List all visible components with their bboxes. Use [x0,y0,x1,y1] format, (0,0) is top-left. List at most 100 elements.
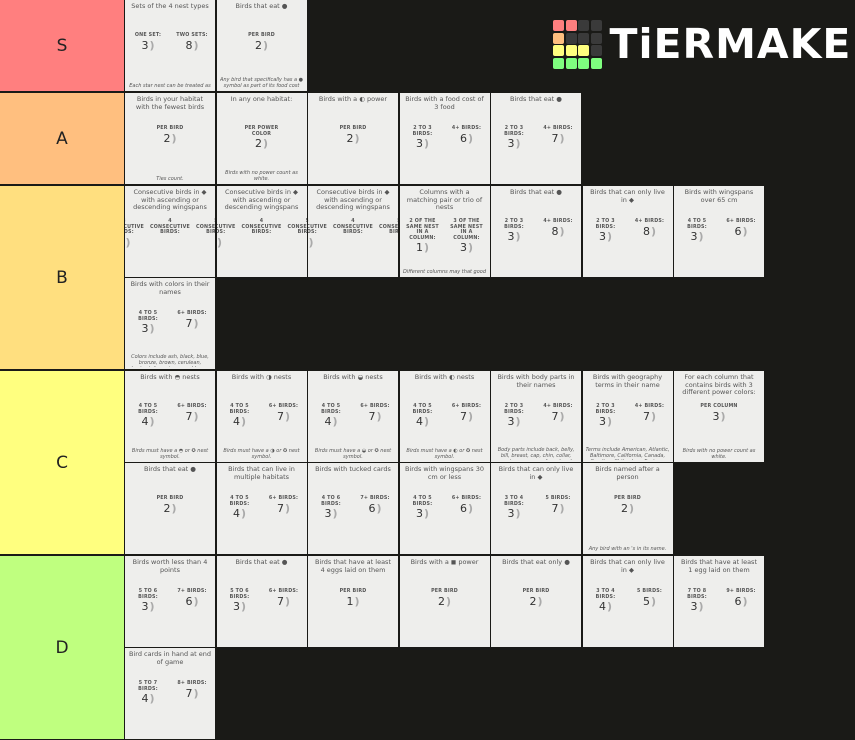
score: 5 consecutive birds: [196,219,215,250]
score: 3 to 4 birds:4 [587,589,625,614]
score-label: 4+ birds: [448,126,486,132]
score-label: 2 of the same nest in a column: [404,219,442,241]
score: 3 consecutive birds:3 [308,219,327,250]
card-note: Colors include ash, black, blue, bronze,… [128,354,212,367]
score: 2 to 3 birds:3 [587,219,625,244]
card-title: Birds with ◐ nests [404,374,486,404]
score: 6+ birds:7 [265,496,303,521]
score-value: 8 [539,225,577,239]
card: Birds in your habitat with the fewest bi… [125,93,215,184]
scores: One set:3 Two sets:8 [129,33,211,53]
card: Birds that can only live in ◆2 to 3 bird… [583,186,673,277]
card-title: Birds with a food cost of 3 food [404,96,486,126]
score-label: 4 to 6 birds: [312,496,350,507]
score: per bird2 [608,496,648,516]
score: 8+ birds:7 [173,681,211,706]
score-label: 6+ birds: [448,496,486,502]
score-value: 2 [425,595,465,609]
score: Two sets:8 [173,33,211,53]
tier-label: B [0,186,124,369]
score: 2 of the same nest in a column:1 [404,219,442,255]
card: Sets of the 4 nest typesOne set:3Two set… [125,0,215,91]
score-label: 4 to 5 birds: [678,219,716,230]
score: 5 consecutive birds: [288,219,307,250]
card: Birds that eat ●per bird2 [125,463,215,554]
score-label: 4+ birds: [539,126,577,132]
scores: per column3 [678,404,760,424]
score: 6+ birds:6 [722,219,760,244]
score-value: 3 [495,137,533,151]
score-label: 6+ birds: [448,404,486,410]
score-label: 6+ birds: [356,404,394,410]
scores: per bird2 [404,589,486,609]
score-value: 4 [129,692,167,706]
card-title: Birds that eat ● [221,559,303,589]
score: per bird2 [425,589,465,609]
score: One set:3 [129,33,167,53]
card: Consecutive birds in ◆ with ascending or… [308,186,398,277]
score-label: 4 consecutive birds: [150,219,190,236]
score-label: 3 to 4 birds: [495,496,533,507]
score: per bird2 [150,496,190,516]
score: 6+ birds:7 [265,589,303,614]
score-value: 3 [678,230,716,244]
score-value: 2 [516,595,556,609]
card-title: Birds that can live in multiple habitats [221,466,303,496]
scores: 7 to 8 birds:39+ birds:6 [678,589,760,614]
score-value: 4 [221,415,259,429]
card: Birds that eat ●per bird2Any bird that s… [217,0,307,91]
score-label: 3 consecutive birds: [125,219,144,236]
score: 9+ birds:6 [722,589,760,614]
score: 4 to 5 birds:4 [221,496,259,521]
score: 4 to 5 birds:4 [221,404,259,429]
score: 4 to 5 birds:3 [129,311,167,336]
score-label: 6+ birds: [265,589,303,595]
score-label: 7+ birds: [173,589,211,595]
score-value: 2 [150,132,190,146]
score-label: 4 to 5 birds: [404,496,442,507]
card-note: Different columns may that good [403,269,487,275]
scores: 4 to 5 birds:36+ birds:6 [404,496,486,521]
card-title: Birds with a ◐ power [312,96,394,126]
score-label: 8+ birds: [173,681,211,687]
score-value: 2 [242,39,282,53]
score-value: 4 [587,600,625,614]
scores: 2 to 3 birds:34+ birds:7 [495,404,577,429]
score-value: 6 [722,225,760,239]
scores: 4 to 6 birds:37+ birds:6 [312,496,394,521]
score-label: 2 to 3 birds: [587,219,625,230]
score-value: 3 [125,236,144,250]
score-value: 3 [495,230,533,244]
card: For each column that contains birds with… [674,371,764,462]
scores: 5 to 6 birds:37+ birds:6 [129,589,211,614]
score-value: 7 [173,317,211,331]
score-value: 6 [722,595,760,609]
card-title: In any one habitat: [221,96,303,126]
score: 4 to 5 birds:3 [678,219,716,244]
score-value: 7 [173,410,211,424]
card-note: Ties count. [128,176,212,182]
card-note: Each star nest can be treated as [128,83,212,89]
card-note: Terms include American, Atlantic, Baltim… [586,447,670,460]
score: 3 consecutive birds:3 [125,219,144,250]
score: per column3 [699,404,739,424]
score-value: 3 [678,600,716,614]
card-title: Birds in your habitat with the fewest bi… [129,96,211,126]
card-title: Birds named after a person [587,466,669,496]
score: 7+ birds:6 [173,589,211,614]
score-value [150,236,190,250]
score-label: 4+ birds: [631,219,669,225]
score-label: 5 to 6 birds: [221,589,259,600]
card-title: Birds with wingspans over 65 cm [678,189,760,219]
score: 3 of the same nest in a column:3 [448,219,486,255]
card-note: Birds must have a ◐ or ✪ nest symbol. [403,448,487,460]
score: 4 to 5 birds:4 [129,404,167,429]
score-value: 5 [631,595,669,609]
score-value [288,236,307,250]
score-label: 3 to 4 birds: [587,589,625,600]
score-label: 4 consecutive birds: [333,219,373,236]
score-value: 7 [539,502,577,516]
